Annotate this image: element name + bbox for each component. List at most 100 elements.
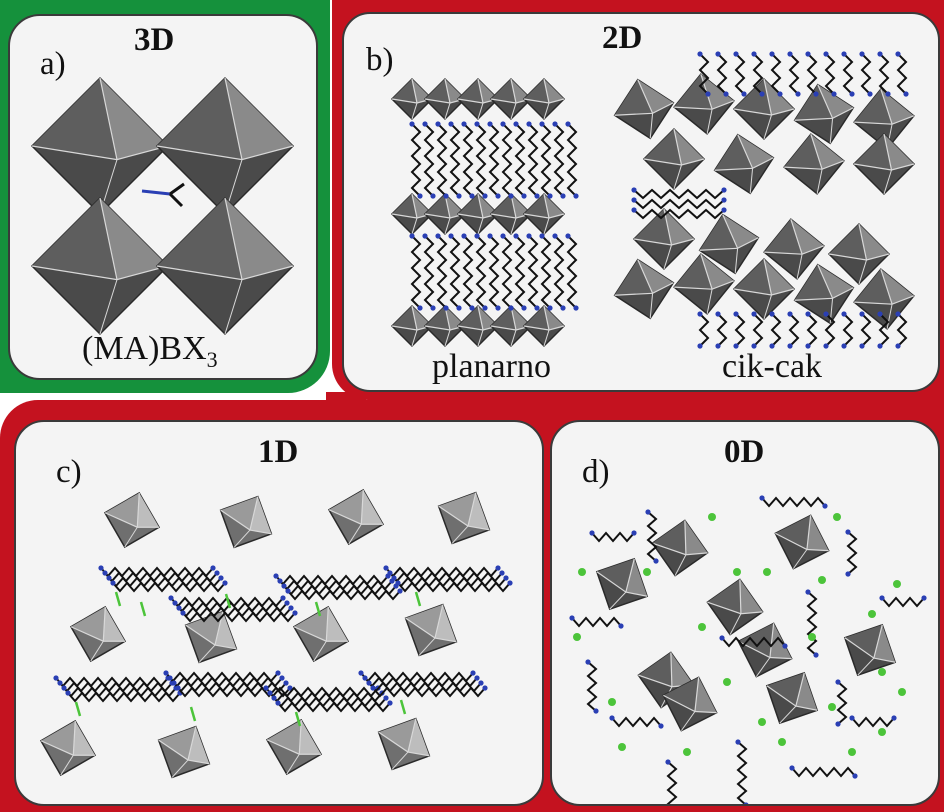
octahedron-icon bbox=[706, 578, 764, 636]
octahedron-icon bbox=[853, 268, 915, 330]
organic-chain-icon bbox=[513, 233, 527, 311]
halide-ion-icon bbox=[114, 591, 122, 607]
octahedron-icon bbox=[613, 78, 675, 140]
organic-chain-icon bbox=[565, 233, 579, 311]
organic-chain-icon bbox=[500, 121, 514, 199]
halide-ion-icon bbox=[294, 711, 302, 727]
octahedron-icon bbox=[613, 258, 675, 320]
octahedron-icon bbox=[157, 725, 211, 779]
halide-ion-icon bbox=[189, 706, 197, 722]
formula-caption: (MA)BX3 bbox=[82, 330, 218, 372]
halide-ion-icon bbox=[828, 703, 836, 711]
octahedron-icon bbox=[522, 77, 566, 121]
organic-chain-icon bbox=[500, 233, 514, 311]
organic-chain-icon bbox=[877, 311, 890, 349]
halide-ion-icon bbox=[868, 610, 876, 618]
organic-chain-icon bbox=[370, 685, 488, 698]
octahedron-icon bbox=[843, 623, 897, 677]
organic-chain-icon bbox=[841, 51, 855, 97]
organic-chain-icon bbox=[769, 51, 783, 97]
halide-ion-icon bbox=[723, 678, 731, 686]
organic-chain-icon bbox=[805, 589, 819, 658]
organic-chain-icon bbox=[275, 700, 393, 713]
organic-chain-icon bbox=[849, 715, 897, 728]
octahedron-icon bbox=[404, 603, 458, 657]
organic-chain-icon bbox=[697, 51, 711, 97]
organic-chain-icon bbox=[585, 659, 599, 714]
octahedron-icon bbox=[437, 491, 491, 545]
organic-chain-icon bbox=[609, 715, 664, 729]
organic-chain-icon bbox=[474, 233, 488, 311]
organic-chain-icon bbox=[895, 311, 908, 349]
octahedron-icon bbox=[651, 519, 709, 577]
halide-ion-icon bbox=[314, 601, 322, 617]
organic-chain-icon bbox=[697, 311, 710, 349]
organic-chain-icon bbox=[435, 121, 449, 199]
halide-ion-icon bbox=[848, 748, 856, 756]
organic-chain-icon bbox=[422, 233, 436, 311]
halide-ion-icon bbox=[878, 668, 886, 676]
halide-ion-icon bbox=[683, 748, 691, 756]
organic-chain-icon bbox=[180, 610, 298, 623]
organic-chain-icon bbox=[526, 233, 540, 311]
organic-chain-icon bbox=[715, 51, 729, 97]
octahedron-icon bbox=[219, 495, 273, 549]
organic-chain-icon bbox=[409, 121, 423, 199]
dimension-title-0d: 0D bbox=[724, 434, 765, 470]
halide-ion-icon bbox=[778, 738, 786, 746]
organic-chain-icon bbox=[98, 565, 216, 578]
organic-chain-icon bbox=[631, 197, 727, 210]
panel-2d: b) 2D planarno cik-cak bbox=[342, 12, 940, 392]
organic-chain-icon bbox=[526, 121, 540, 199]
octahedron-icon bbox=[595, 557, 649, 611]
organic-chain-icon bbox=[487, 121, 501, 199]
perovskite-3d-structure bbox=[30, 76, 295, 336]
organic-chain-icon bbox=[461, 233, 475, 311]
octahedron-icon bbox=[522, 304, 566, 348]
organic-chain-icon bbox=[733, 311, 746, 349]
octahedron-icon bbox=[265, 718, 323, 776]
methylammonium-cation bbox=[141, 182, 185, 208]
octahedron-icon bbox=[390, 77, 434, 121]
octahedron-icon bbox=[793, 263, 855, 325]
organic-chain-icon bbox=[759, 495, 828, 509]
octahedron-icon bbox=[793, 83, 855, 145]
halide-ion-icon bbox=[139, 601, 147, 617]
caption-zigzag: cik-cak bbox=[722, 348, 823, 385]
halide-ion-icon bbox=[578, 568, 586, 576]
halide-ion-icon bbox=[898, 688, 906, 696]
octahedron-icon bbox=[783, 133, 845, 195]
organic-chain-icon bbox=[733, 51, 747, 97]
dimension-title-2d: 2D bbox=[602, 20, 643, 56]
octahedron-icon bbox=[30, 196, 170, 336]
octahedron-icon bbox=[327, 488, 385, 546]
halide-ion-icon bbox=[758, 718, 766, 726]
octahedron-icon bbox=[423, 304, 467, 348]
organic-chain-icon bbox=[539, 233, 553, 311]
perovskite-2d-structure bbox=[390, 51, 916, 349]
organic-chain-icon bbox=[631, 187, 727, 200]
organic-chain-icon bbox=[805, 311, 818, 349]
organic-chain-icon bbox=[859, 51, 873, 97]
octahedron-icon bbox=[774, 514, 830, 570]
octahedron-icon bbox=[763, 218, 825, 280]
organic-chain-icon bbox=[513, 121, 527, 199]
organic-chain-icon bbox=[631, 207, 727, 220]
panel-letter-d: d) bbox=[582, 454, 610, 490]
perovskite-0d-structure bbox=[569, 495, 927, 804]
octahedron-icon bbox=[489, 192, 533, 236]
organic-chain-icon bbox=[448, 233, 462, 311]
organic-chain-icon bbox=[805, 51, 819, 97]
halide-ion-icon bbox=[878, 728, 886, 736]
organic-chain-icon bbox=[552, 121, 566, 199]
octahedron-icon bbox=[390, 304, 434, 348]
organic-chain-icon bbox=[751, 311, 764, 349]
organic-chain-icon bbox=[859, 311, 872, 349]
octahedron-icon bbox=[673, 253, 735, 315]
organic-chain-icon bbox=[539, 121, 553, 199]
frame-notch bbox=[326, 392, 366, 408]
octahedron-icon bbox=[765, 671, 819, 725]
organic-chain-icon bbox=[879, 595, 927, 608]
panel-letter-c: c) bbox=[56, 454, 82, 490]
octahedron-icon bbox=[737, 622, 793, 678]
